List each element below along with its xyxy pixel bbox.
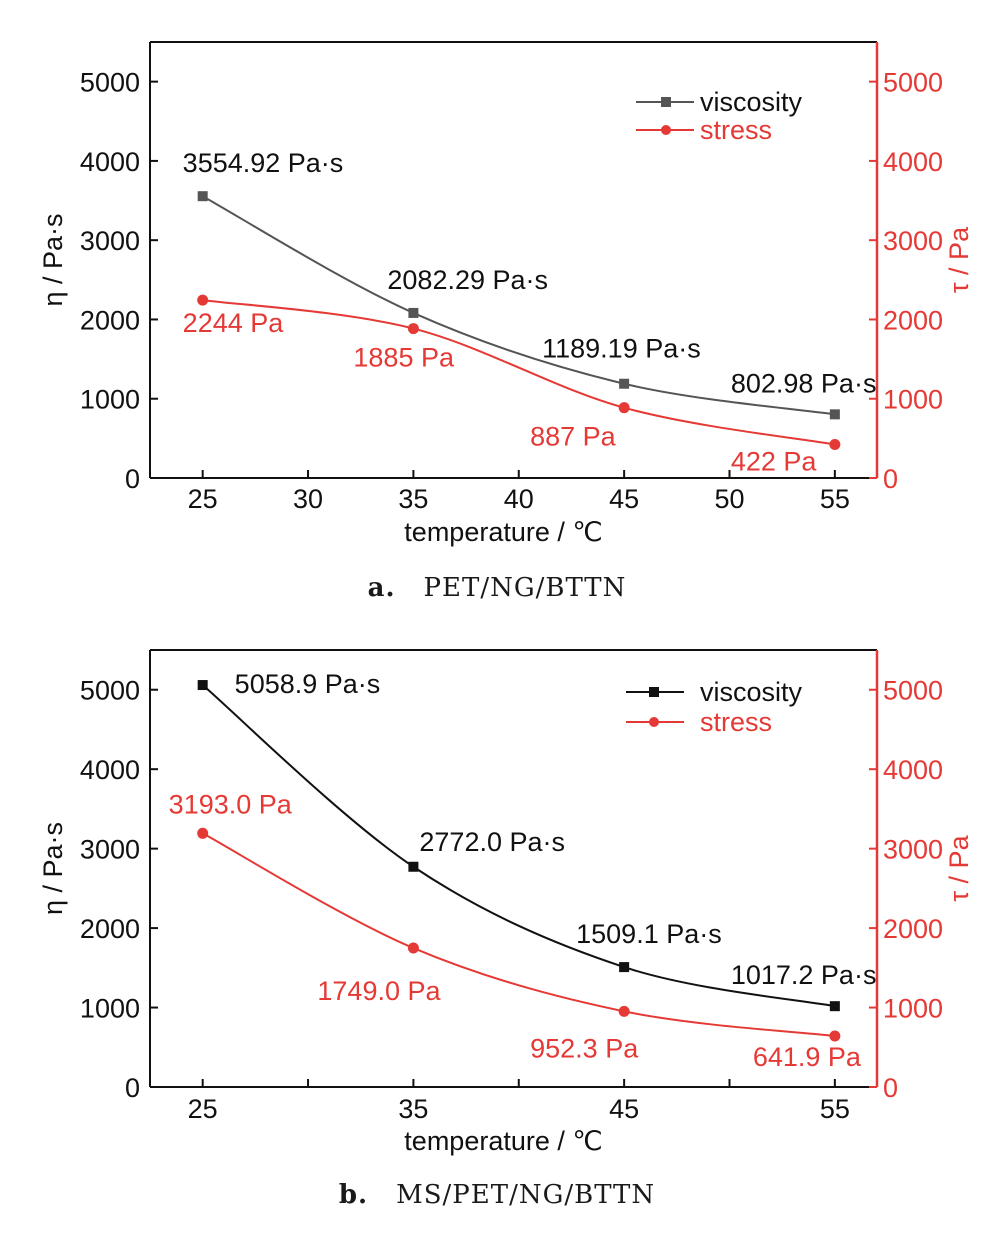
x-axis-label: temperature / ℃ [404,517,602,547]
data-label-viscosity: 3554.92 Pa·s [183,148,344,178]
y-tick-label-right: 2000 [883,914,943,944]
y-tick-label-left: 2000 [80,305,140,335]
x-tick-label: 55 [820,1094,850,1124]
point-viscosity [619,962,630,973]
caption-b: b. MS/PET/NG/BTTN [0,1180,994,1210]
point-stress [407,323,419,335]
data-label-viscosity: 2772.0 Pa·s [419,827,565,857]
x-tick-label: 50 [714,484,744,514]
y-tick-label-left: 4000 [80,755,140,785]
caption-b-label: b. [338,1180,369,1210]
y-tick-label-right: 3000 [883,835,943,865]
legend-label-stress: stress [700,707,772,737]
x-tick-label: 55 [820,484,850,514]
caption-a: a. PET/NG/BTTN [0,573,994,603]
point-stress [829,1030,841,1042]
legend-marker-stress [661,125,671,135]
y-tick-label-left: 0 [125,464,140,494]
data-label-viscosity: 1509.1 Pa·s [576,919,722,949]
y-tick-label-right: 5000 [883,676,943,706]
y-tick-label-right: 1000 [883,994,943,1024]
point-viscosity [829,1001,840,1012]
data-label-viscosity: 5058.9 Pa·s [235,669,381,699]
data-label-stress: 1885 Pa [353,343,455,373]
y-tick-label-left: 3000 [80,226,140,256]
y-axis-label-right: τ / Pa [944,226,974,293]
data-label-stress: 1749.0 Pa [317,976,441,1006]
x-tick-label: 40 [504,484,534,514]
data-label-viscosity: 1017.2 Pa·s [731,960,877,990]
y-tick-label-right: 1000 [883,385,943,415]
point-viscosity [619,378,630,389]
y-tick-label-left: 3000 [80,835,140,865]
data-label-stress: 641.9 Pa [753,1042,862,1072]
legend-label-viscosity: viscosity [700,677,803,707]
series-line-stress [202,299,836,446]
x-tick-label: 25 [188,484,218,514]
y-tick-label-right: 4000 [883,147,943,177]
point-viscosity [197,680,208,691]
y-tick-label-right: 0 [883,1073,898,1103]
data-label-viscosity: 802.98 Pa·s [731,368,877,398]
point-viscosity [197,191,208,202]
y-axis-label-left: η / Pa·s [38,213,68,306]
x-tick-label: 35 [398,484,428,514]
y-axis-label-left: η / Pa·s [38,822,68,915]
y-tick-label-right: 5000 [883,68,943,98]
y-tick-label-right: 0 [883,464,898,494]
y-tick-label-left: 2000 [80,914,140,944]
point-stress [197,294,209,306]
legend-label-viscosity: viscosity [700,87,803,117]
x-tick-label: 35 [398,1094,428,1124]
point-stress [618,402,630,414]
legend-label-stress: stress [700,115,772,145]
x-tick-label: 45 [609,1094,639,1124]
y-tick-label-left: 1000 [80,994,140,1024]
data-label-stress: 3193.0 Pa [169,789,293,819]
x-tick-label: 30 [293,484,323,514]
series-line-viscosity [202,684,836,1008]
y-tick-label-right: 2000 [883,305,943,335]
series-line-viscosity [202,195,835,416]
y-axis-label-right: τ / Pa [944,834,974,901]
data-label-stress: 887 Pa [530,422,617,452]
x-axis-label: temperature / ℃ [404,1126,602,1156]
point-viscosity [408,307,419,318]
data-label-stress: 2244 Pa [183,308,285,338]
data-label-viscosity: 2082.29 Pa·s [387,265,548,295]
point-stress [829,439,841,451]
x-tick-label: 25 [188,1094,218,1124]
data-label-stress: 422 Pa [731,447,818,477]
point-stress [407,942,419,954]
caption-a-label: a. [367,573,396,603]
caption-a-text: PET/NG/BTTN [423,573,627,603]
series-line-stress [202,832,835,1037]
y-tick-label-left: 5000 [80,68,140,98]
point-stress [197,827,209,839]
y-tick-label-right: 3000 [883,226,943,256]
legend-marker-viscosity [649,687,659,697]
data-label-viscosity: 1189.19 Pa·s [542,334,701,364]
y-tick-label-left: 4000 [80,147,140,177]
point-stress [618,1005,630,1017]
point-viscosity [408,861,419,872]
legend-marker-stress [649,717,659,727]
y-tick-label-left: 5000 [80,676,140,706]
chart-b: 0 0 1000 1000 2000 2000 3000 3000 4000 4000 5000 50… [38,649,974,1156]
y-tick-label-left: 1000 [80,385,140,415]
data-label-stress: 952.3 Pa [530,1033,639,1063]
legend-marker-viscosity [661,97,671,107]
caption-b-text: MS/PET/NG/BTTN [396,1180,656,1210]
x-tick-label: 45 [609,484,639,514]
y-tick-label-left: 0 [125,1073,140,1103]
y-tick-label-right: 4000 [883,755,943,785]
chart-a: 0 0 1000 1000 2000 2000 3000 3000 4000 4000 5000 50… [38,41,974,547]
point-viscosity [829,409,840,420]
